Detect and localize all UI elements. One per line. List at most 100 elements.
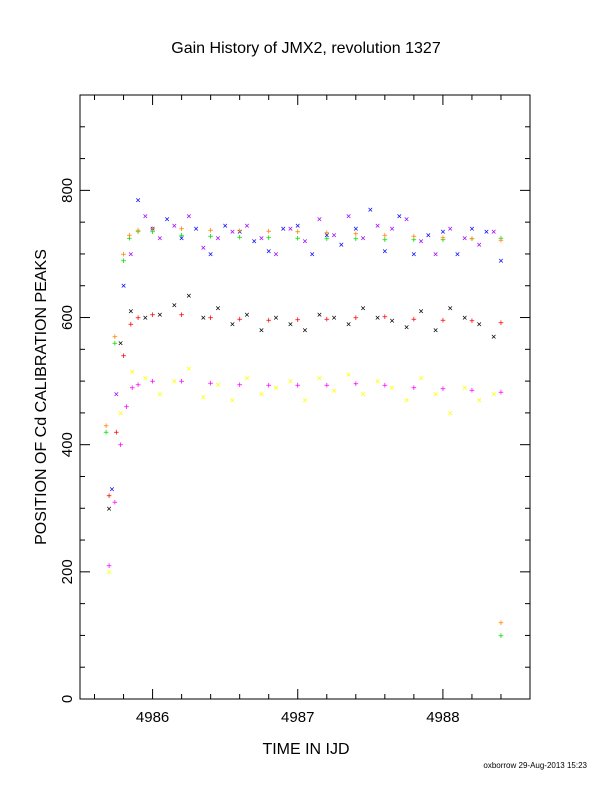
data-point: +	[411, 232, 417, 242]
data-point: ×	[259, 326, 264, 336]
x-tick-label: 4987	[281, 709, 314, 726]
data-point: +	[440, 385, 446, 395]
data-point: ×	[143, 374, 148, 384]
data-point: ×	[150, 225, 155, 235]
data-point: ×	[230, 320, 235, 330]
data-point: ×	[215, 234, 220, 244]
data-point: ×	[164, 215, 169, 225]
data-point: ×	[230, 228, 235, 238]
data-point: +	[118, 441, 124, 451]
data-point: ×	[302, 237, 307, 247]
data-point: +	[179, 231, 185, 241]
data-point: ×	[433, 390, 438, 400]
data-point: +	[498, 234, 504, 244]
data-point: ×	[346, 371, 351, 381]
data-point: +	[440, 233, 446, 243]
data-point: +	[179, 310, 185, 320]
data-point: ×	[288, 377, 293, 387]
data-point: ×	[346, 212, 351, 222]
data-point: +	[295, 381, 301, 391]
data-point: ×	[128, 307, 133, 317]
data-point: ×	[469, 225, 474, 235]
data-point: +	[103, 422, 109, 432]
data-point: ×	[382, 247, 387, 257]
data-point: ×	[389, 225, 394, 235]
data-point: ×	[186, 212, 191, 222]
data-point: ×	[135, 196, 140, 206]
data-point: +	[295, 234, 301, 244]
data-point: ×	[375, 221, 380, 231]
data-point: +	[121, 256, 127, 266]
data-point: +	[237, 315, 243, 325]
data-point: ×	[302, 396, 307, 406]
data-point: ×	[476, 320, 481, 330]
data-point: +	[411, 235, 417, 245]
data-point: ×	[433, 250, 438, 260]
data-point: ×	[208, 250, 213, 260]
data-point: ×	[360, 234, 365, 244]
data-point: ×	[281, 225, 286, 235]
data-point: ×	[447, 304, 452, 314]
data-point: ×	[259, 234, 264, 244]
data-point: ×	[172, 221, 177, 231]
data-point: ×	[375, 377, 380, 387]
data-point: ×	[426, 231, 431, 241]
data-point: ×	[418, 237, 423, 247]
data-point: +	[179, 377, 185, 387]
x-axis-label: TIME IN IJD	[262, 741, 349, 758]
data-point: +	[469, 235, 475, 245]
data-point: ×	[404, 323, 409, 333]
data-point: ×	[118, 339, 123, 349]
data-point: ×	[251, 237, 256, 247]
data-point: ×	[491, 390, 496, 400]
data-point: ×	[157, 390, 162, 400]
data-point: ×	[462, 383, 467, 393]
data-point: +	[498, 319, 504, 329]
data-point: ×	[368, 205, 373, 215]
data-point: ×	[273, 314, 278, 324]
data-point: ×	[244, 221, 249, 231]
data-point: +	[498, 388, 504, 398]
data-point: ×	[222, 221, 227, 231]
data-point: +	[295, 228, 301, 238]
data-point: +	[440, 235, 446, 245]
data-point: ×	[172, 377, 177, 387]
data-point: +	[353, 235, 359, 245]
data-point: +	[208, 379, 214, 389]
data-point: +	[469, 235, 475, 245]
data-point: +	[128, 320, 134, 330]
data-point: ×	[186, 364, 191, 374]
footer-credit: oxborrow 29-Aug-2013 15:23	[483, 761, 587, 770]
data-point: ×	[418, 307, 423, 317]
data-point: ×	[389, 383, 394, 393]
data-point: ×	[193, 225, 198, 235]
data-point: ×	[201, 314, 206, 324]
data-point: +	[353, 230, 359, 240]
data-point: ×	[331, 314, 336, 324]
data-point: ×	[266, 247, 271, 257]
data-point: +	[127, 231, 133, 241]
data-point: ×	[288, 320, 293, 330]
data-point: ×	[121, 282, 126, 292]
data-point: +	[266, 233, 272, 243]
data-point: +	[135, 314, 141, 324]
data-point: ×	[244, 310, 249, 320]
data-point: +	[135, 226, 141, 236]
data-point: +	[266, 316, 272, 326]
data-point: ×	[273, 250, 278, 260]
data-point: ×	[397, 212, 402, 222]
data-point: ×	[339, 240, 344, 250]
data-point: +	[150, 228, 156, 238]
data-point: +	[469, 386, 475, 396]
data-point: +	[324, 235, 330, 245]
data-points: × × × × × × × × × × × × × × × × × × × × × × × × × × × × × × × × × × × × × × × ×…	[103, 196, 504, 642]
y-tick-label: 0	[59, 695, 76, 703]
data-point: ×	[462, 314, 467, 324]
data-point: ×	[179, 234, 184, 244]
data-point: ×	[118, 409, 123, 419]
data-point: ×	[310, 250, 315, 260]
x-tick-label: 4986	[136, 709, 169, 726]
data-point: +	[208, 226, 214, 236]
data-point: +	[179, 225, 185, 235]
